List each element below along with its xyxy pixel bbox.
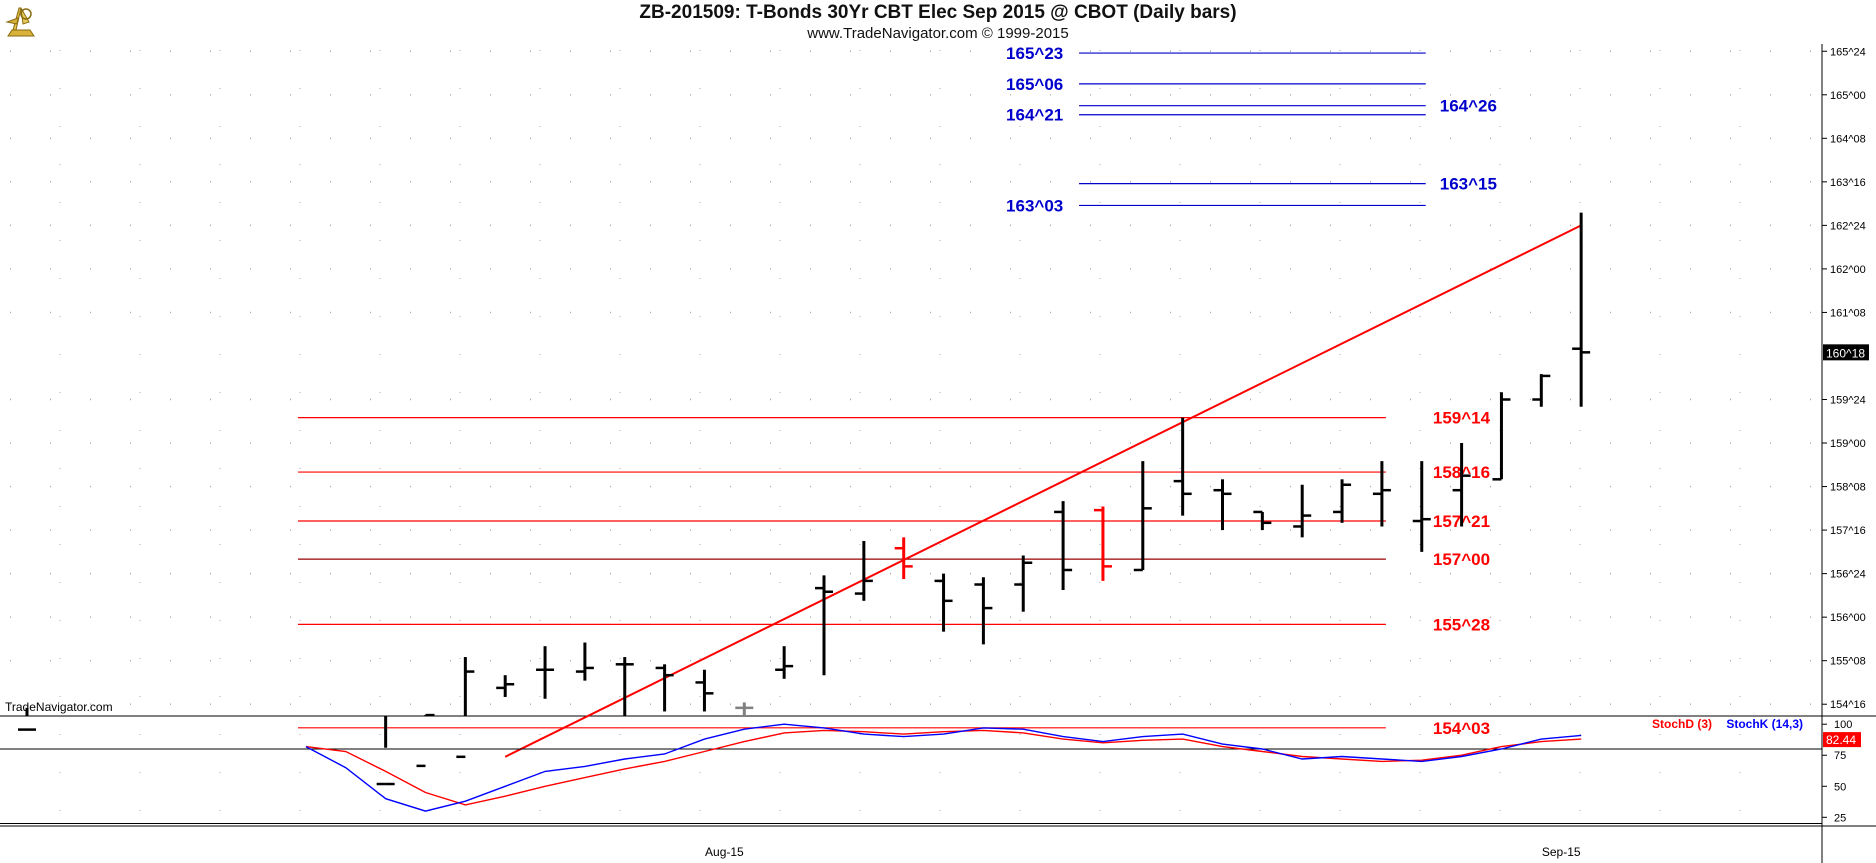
x-tick-label: Aug-15 bbox=[705, 845, 744, 859]
ohlc-bar bbox=[974, 577, 993, 645]
support-level-label: 154^03 bbox=[1433, 719, 1490, 738]
stoch-y-tick-label: 100 bbox=[1834, 719, 1852, 731]
ohlc-bar bbox=[1452, 443, 1471, 527]
ohlc-bar bbox=[735, 702, 754, 716]
stoch-y-tick-label: 50 bbox=[1834, 781, 1846, 793]
chart-subtitle: www.TradeNavigator.com © 1999-2015 bbox=[807, 25, 1069, 42]
ohlc-bar bbox=[1014, 555, 1033, 612]
stoch-k-line bbox=[305, 723, 1582, 812]
y-tick-label: 154^16 bbox=[1830, 699, 1866, 711]
y-tick-label: 157^16 bbox=[1830, 525, 1866, 537]
stoch-last-value-box bbox=[1823, 732, 1861, 748]
trade-navigator-logo-icon bbox=[5, 7, 35, 37]
stoch-last-value-label: 82.44 bbox=[1826, 733, 1856, 747]
ohlc-bar bbox=[1532, 374, 1551, 407]
ohlc-bar bbox=[1093, 506, 1112, 581]
grid-layer bbox=[0, 44, 1876, 863]
x-tick-label: Sep-15 bbox=[1542, 845, 1581, 859]
last-price-label: 160^18 bbox=[1826, 346, 1865, 360]
axes: 154^16 155^08 156^00 156^24 157^16 158^08 159^… bbox=[705, 46, 1869, 859]
chart-title: ZB-201509: T-Bonds 30Yr CBT Elec Sep 201… bbox=[639, 2, 1237, 23]
y-tick-label: 158^08 bbox=[1830, 482, 1866, 494]
ohlc-bar bbox=[1412, 461, 1431, 552]
y-tick-label: 164^08 bbox=[1830, 133, 1866, 145]
ohlc-bar bbox=[1492, 392, 1511, 481]
ohlc-bar bbox=[934, 573, 953, 632]
target-level-label: 164^26 bbox=[1440, 97, 1497, 116]
ohlc-bar bbox=[1253, 510, 1272, 531]
support-level-label: 157^00 bbox=[1433, 550, 1490, 569]
ohlc-bar bbox=[575, 642, 594, 681]
ohlc-bar bbox=[1293, 484, 1312, 538]
ohlc-bar bbox=[655, 664, 674, 712]
watermark: TradeNavigator.com bbox=[5, 700, 113, 714]
y-tick-label: 156^24 bbox=[1830, 569, 1866, 581]
stoch-y-tick-label: 75 bbox=[1834, 750, 1846, 762]
support-level-label: 155^28 bbox=[1433, 615, 1490, 634]
support-level-label: 159^14 bbox=[1433, 409, 1491, 428]
y-tick-label: 156^00 bbox=[1830, 612, 1866, 624]
ohlc-bar bbox=[456, 657, 475, 759]
stoch-d-line bbox=[305, 729, 1582, 806]
ohlc-bar bbox=[695, 669, 714, 712]
ohlc-bar bbox=[615, 657, 634, 716]
chart-header: ZB-201509: T-Bonds 30Yr CBT Elec Sep 201… bbox=[0, 0, 1876, 44]
legend-stoch-d: StochD (3) bbox=[1652, 717, 1712, 731]
ohlc-bar bbox=[496, 675, 515, 697]
y-tick-label: 165^00 bbox=[1830, 90, 1866, 102]
ohlc-bar bbox=[1372, 461, 1391, 527]
target-level-label: 165^23 bbox=[1006, 44, 1063, 63]
ohlc-bar bbox=[1173, 417, 1192, 516]
target-level-label: 165^06 bbox=[1006, 75, 1063, 94]
ohlc-bar bbox=[894, 537, 913, 580]
ohlc-bar bbox=[854, 540, 873, 601]
y-tick-label: 159^00 bbox=[1830, 438, 1866, 450]
ohlc-bar bbox=[1133, 461, 1152, 572]
ohlc-bar bbox=[376, 716, 395, 786]
price-plot-area bbox=[0, 44, 1822, 716]
y-tick-label: 162^24 bbox=[1830, 220, 1866, 232]
ohlc-bar bbox=[815, 575, 833, 676]
ohlc-bar bbox=[1333, 479, 1352, 523]
y-tick-label: 163^16 bbox=[1830, 177, 1866, 189]
ohlc-bar bbox=[416, 713, 435, 768]
y-tick-label: 165^24 bbox=[1830, 46, 1866, 58]
ohlc-bar bbox=[18, 707, 36, 731]
target-level-label: 164^21 bbox=[1006, 106, 1063, 125]
last-price-box bbox=[1823, 344, 1869, 361]
ohlc-bar bbox=[775, 646, 794, 679]
ohlc-bar bbox=[536, 646, 555, 699]
stoch-y-tick-label: 25 bbox=[1834, 812, 1846, 824]
price-bars bbox=[18, 212, 1591, 786]
level-lines: 159^14158^16157^21157^00155^28154^03165^… bbox=[297, 44, 1582, 758]
ohlc-bar bbox=[1054, 501, 1073, 590]
ohlc-bar bbox=[1572, 212, 1591, 407]
y-tick-label: 159^24 bbox=[1830, 394, 1866, 406]
y-tick-label: 161^08 bbox=[1830, 307, 1866, 319]
stochastic-panel: StochD (3) StochK (14,3) bbox=[0, 717, 1822, 825]
target-level-label: 163^15 bbox=[1440, 175, 1497, 194]
ohlc-bar bbox=[1213, 479, 1232, 531]
target-level-label: 163^03 bbox=[1006, 196, 1063, 215]
y-tick-label: 155^08 bbox=[1830, 656, 1866, 668]
trend-line bbox=[504, 224, 1582, 758]
legend-stoch-k: StochK (14,3) bbox=[1726, 717, 1803, 731]
y-tick-label: 162^00 bbox=[1830, 264, 1866, 276]
